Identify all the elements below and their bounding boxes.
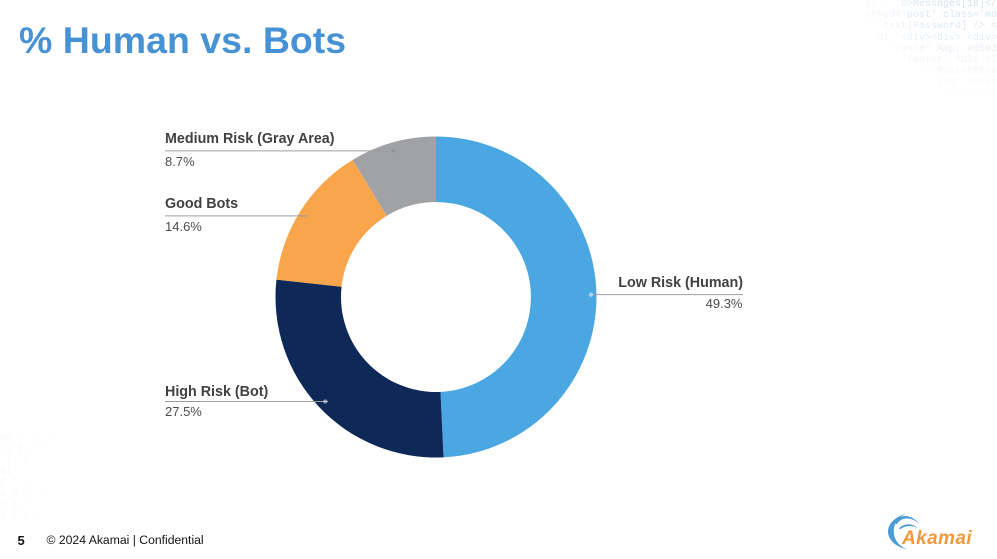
svg-text:Akamai: Akamai: [901, 528, 972, 549]
